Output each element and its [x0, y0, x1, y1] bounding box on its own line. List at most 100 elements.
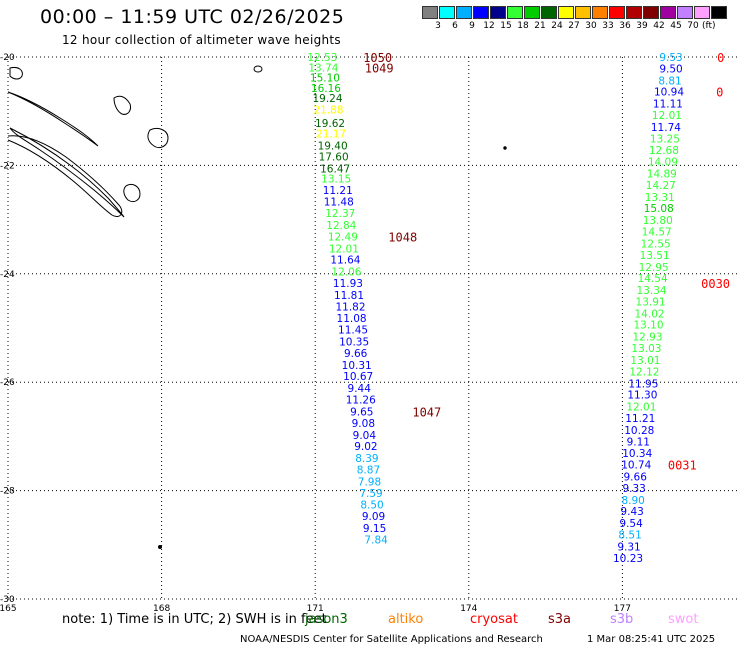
swh-value: 12.01 [626, 402, 656, 414]
pass-time-label: 0 [717, 51, 724, 65]
swh-value: 19.40 [318, 140, 348, 152]
swh-value: 12.01 [329, 243, 359, 255]
scale-swatch [694, 6, 710, 19]
swh-value: 10.35 [339, 337, 369, 349]
swh-value: 8.87 [357, 464, 380, 476]
swh-value: 9.02 [354, 441, 377, 453]
scale-label: 33 [602, 21, 614, 31]
swh-value: 13.01 [630, 355, 660, 367]
swh-value: 12.95 [639, 262, 669, 274]
scale-label: 24 [551, 21, 563, 31]
swh-value: 8.50 [360, 500, 383, 512]
swh-value: 9.09 [362, 511, 385, 523]
generated-date: 1 Mar 08:25:41 UTC 2025 [587, 634, 716, 645]
scale-swatch [524, 6, 540, 19]
swh-value: 10.74 [621, 460, 651, 472]
swh-value: 11.48 [324, 197, 354, 209]
scale-swatch [490, 6, 506, 19]
scale-label: 27 [568, 21, 580, 31]
swh-value: 14.54 [638, 273, 668, 285]
island-mare [123, 183, 141, 203]
swh-value: 14.09 [648, 157, 678, 169]
scale-unit: (ft) [702, 21, 716, 31]
swh-value: 9.65 [350, 406, 373, 418]
swh-value: 7.98 [358, 476, 381, 488]
swh-value: 11.08 [337, 313, 367, 325]
swh-value: 13.74 [308, 62, 338, 74]
swh-value: 12.53 [307, 52, 337, 64]
scale-label: 12 [483, 21, 495, 31]
swh-value: 7.84 [364, 534, 388, 546]
scale-swatch [677, 6, 693, 19]
new-caledonia-reef [7, 135, 123, 218]
swh-value: 13.34 [637, 285, 667, 297]
swh-value: 13.31 [645, 192, 675, 204]
swh-value: 12.01 [652, 110, 682, 122]
scale-label: 45 [670, 21, 682, 31]
island-lifou [147, 127, 169, 149]
swh-value: 9.15 [363, 523, 386, 535]
swh-value: 7.59 [359, 488, 382, 500]
satellite-label-jason3: jason3 [305, 612, 348, 627]
new-caledonia-coastline [9, 127, 125, 218]
swh-value: 12.06 [331, 267, 361, 279]
swh-value: 12.37 [325, 208, 355, 220]
swh-value: 9.44 [348, 383, 372, 395]
island-ouvea [113, 95, 131, 115]
island-pines [9, 67, 23, 80]
swh-value: 9.31 [617, 541, 640, 553]
altimeter-tracks: 12.5313.7415.1016.1619.2421.8819.6221.17… [307, 51, 730, 565]
swh-value: 8.90 [621, 495, 644, 507]
swh-value: 12.55 [641, 238, 671, 250]
swh-value: 9.50 [659, 63, 682, 75]
swh-value: 14.57 [642, 227, 672, 239]
lon-label: 177 [614, 604, 631, 614]
swh-value: 11.26 [346, 395, 376, 407]
scale-swatch [643, 6, 659, 19]
swh-value: 17.60 [319, 152, 349, 164]
lon-label: 165 [0, 604, 17, 614]
swh-value: 11.21 [323, 185, 353, 197]
swh-value: 11.93 [333, 278, 363, 290]
swh-value: 10.28 [624, 425, 654, 437]
swh-value: 13.10 [633, 320, 663, 332]
swh-value: 12.49 [328, 231, 358, 243]
scale-swatch [541, 6, 557, 19]
swh-value: 11.45 [338, 325, 368, 337]
swh-value: 15.08 [644, 203, 674, 215]
scale-swatch [660, 6, 676, 19]
lon-label: 171 [307, 604, 324, 614]
swh-value: 12.12 [629, 366, 659, 378]
swh-value: 14.02 [635, 308, 665, 320]
scale-label: 21 [534, 21, 546, 31]
scale-label: 42 [653, 21, 665, 31]
swh-value: 9.43 [620, 506, 643, 518]
swh-value: 19.24 [312, 93, 342, 105]
swh-value: 9.54 [619, 518, 643, 530]
scale-swatch [473, 6, 489, 19]
scale-swatch [439, 6, 455, 19]
pass-time-label: 1049 [365, 61, 394, 75]
lon-label: 174 [460, 604, 477, 614]
swh-value: 8.39 [355, 453, 378, 465]
swh-value: 16.16 [311, 83, 341, 95]
satellite-label-cryosat: cryosat [470, 612, 518, 627]
lon-label: 168 [153, 604, 170, 614]
reef-north [7, 91, 99, 147]
scale-label: 9 [469, 21, 475, 31]
swh-value: 10.67 [343, 371, 373, 383]
coastline [7, 65, 507, 549]
swh-value: 13.51 [640, 250, 670, 262]
swh-value: 11.11 [653, 99, 683, 111]
lat-label: -30 [0, 595, 15, 605]
scale-swatch [575, 6, 591, 19]
swh-value: 12.84 [326, 220, 356, 232]
satellite-label-altiko: altiko [388, 612, 424, 627]
swh-value: 9.53 [659, 52, 682, 64]
page-title: 00:00 – 11:59 UTC 02/26/2025 [40, 6, 345, 28]
swh-value: 13.80 [643, 215, 673, 227]
swh-value: 21.88 [313, 105, 343, 117]
swh-value: 16.47 [320, 164, 350, 176]
pass-time-label: 0 [716, 86, 723, 100]
